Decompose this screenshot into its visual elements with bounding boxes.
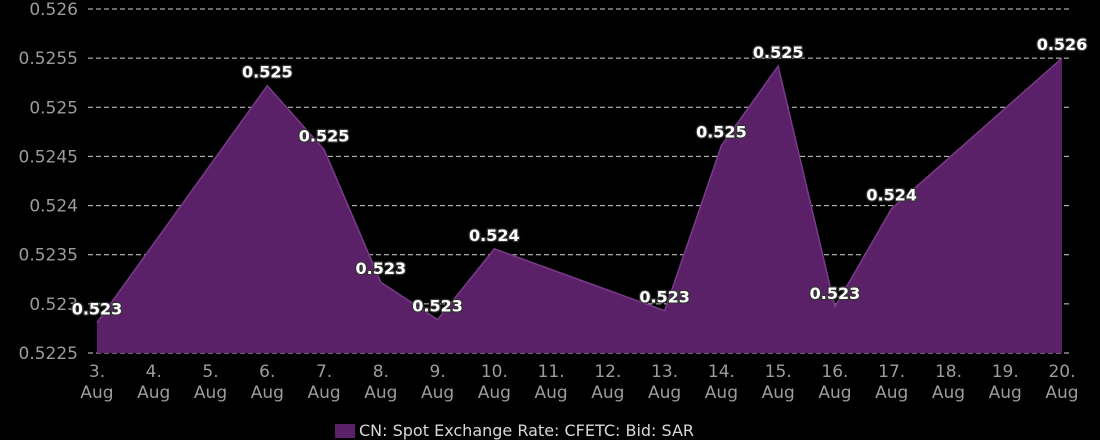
x-tick-label: 17. [878,362,905,382]
x-tick-label: Aug [535,383,568,403]
x-tick-label: 9. [429,362,445,382]
x-tick-label: Aug [137,383,170,403]
y-tick-label: 0.526 [29,0,78,20]
data-label: 0.526 [1037,35,1088,54]
x-tick-label: Aug [421,383,454,403]
y-axis-ticks: 0.5225 0.523 0.5235 0.524 0.5245 0.525 0.5255 0… [19,0,78,364]
x-tick-label: 12. [594,362,621,382]
data-label: 0.525 [696,123,747,142]
x-tick-label: 13. [651,362,678,382]
x-tick-label: 7. [316,362,332,382]
x-tick-label: Aug [818,383,851,403]
x-tick-label: Aug [591,383,624,403]
x-tick-label: Aug [932,383,965,403]
data-labels: 0.523 0.525 0.525 0.523 0.523 0.524 0.523 0.525… [70,34,1088,320]
x-tick-label: Aug [875,383,908,403]
x-tick-label: Aug [80,383,113,403]
data-label: 0.523 [810,284,861,303]
y-tick-label: 0.5255 [19,49,78,69]
x-tick-label: 16. [821,362,848,382]
data-label: 0.525 [242,63,293,82]
y-tick-label: 0.524 [29,197,78,217]
x-tick-label: Aug [307,383,340,403]
x-tick-label: Aug [1045,383,1078,403]
data-label: 0.523 [72,300,123,319]
x-tick-label: 18. [935,362,962,382]
x-tick-label: Aug [762,383,795,403]
x-tick-label: Aug [364,383,397,403]
x-tick-label: 6. [259,362,275,382]
x-tick-label: Aug [648,383,681,403]
x-tick-label: 20. [1048,362,1075,382]
x-tick-label: 3. [89,362,105,382]
data-label: 0.524 [866,186,917,205]
data-label: 0.525 [753,43,804,62]
y-tick-label: 0.523 [29,295,78,315]
legend-label: CN: Spot Exchange Rate: CFETC: Bid: SAR [359,421,694,440]
x-tick-label: Aug [989,383,1022,403]
x-tick-label: Aug [251,383,284,403]
x-axis-ticks: 3.Aug4.Aug5.Aug6.Aug7.Aug8.Aug9.Aug10.Au… [80,362,1078,403]
y-tick-label: 0.5225 [19,344,78,364]
x-tick-label: Aug [705,383,738,403]
legend[interactable]: CN: Spot Exchange Rate: CFETC: Bid: SAR [335,421,694,440]
x-tick-label: 4. [146,362,162,382]
x-tick-label: 5. [202,362,218,382]
series-area-fill [97,58,1062,353]
data-label: 0.523 [639,288,690,307]
series-area [96,57,1063,353]
x-tick-label: Aug [194,383,227,403]
y-tick-label: 0.525 [29,98,78,118]
x-tick-label: 10. [481,362,508,382]
x-tick-label: 14. [708,362,735,382]
x-tick-label: 11. [538,362,565,382]
x-tick-label: Aug [478,383,511,403]
x-tick-label: 8. [373,362,389,382]
y-tick-label: 0.5235 [19,246,78,266]
data-label: 0.523 [412,297,463,316]
data-label: 0.524 [469,226,520,245]
series-line [96,57,1063,323]
x-tick-label: 19. [992,362,1019,382]
y-tick-label: 0.5245 [19,147,78,167]
x-tick-label: 15. [765,362,792,382]
legend-swatch [335,424,355,438]
data-label: 0.525 [299,127,350,146]
data-label: 0.523 [356,259,407,278]
